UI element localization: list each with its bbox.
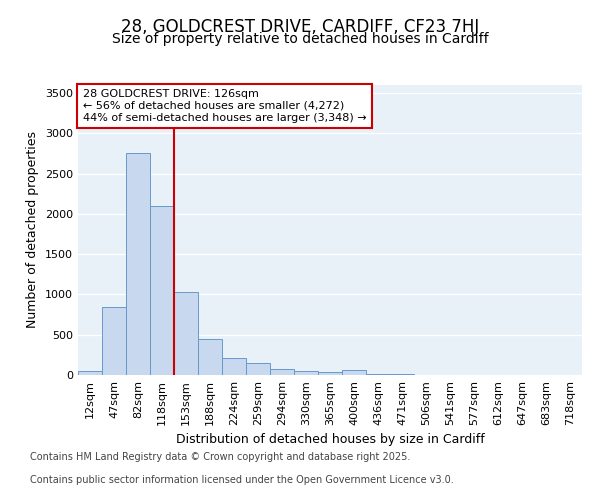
Bar [222, 358, 246, 375]
Bar [78, 370, 102, 375]
Text: 28, GOLDCREST DRIVE, CARDIFF, CF23 7HJ: 28, GOLDCREST DRIVE, CARDIFF, CF23 7HJ [121, 18, 479, 36]
Bar [102, 306, 126, 375]
X-axis label: Distribution of detached houses by size in Cardiff: Distribution of detached houses by size … [176, 434, 484, 446]
Bar [174, 292, 198, 375]
Text: Contains public sector information licensed under the Open Government Licence v3: Contains public sector information licen… [30, 475, 454, 485]
Bar [198, 339, 222, 375]
Y-axis label: Number of detached properties: Number of detached properties [26, 132, 40, 328]
Bar [366, 374, 390, 375]
Text: 28 GOLDCREST DRIVE: 126sqm
← 56% of detached houses are smaller (4,272)
44% of s: 28 GOLDCREST DRIVE: 126sqm ← 56% of deta… [83, 90, 367, 122]
Bar [270, 369, 294, 375]
Bar [318, 372, 342, 375]
Bar [294, 370, 318, 375]
Text: Contains HM Land Registry data © Crown copyright and database right 2025.: Contains HM Land Registry data © Crown c… [30, 452, 410, 462]
Bar [126, 152, 150, 375]
Bar [246, 364, 270, 375]
Bar [150, 206, 174, 375]
Bar [390, 374, 414, 375]
Bar [342, 370, 366, 375]
Text: Size of property relative to detached houses in Cardiff: Size of property relative to detached ho… [112, 32, 488, 46]
